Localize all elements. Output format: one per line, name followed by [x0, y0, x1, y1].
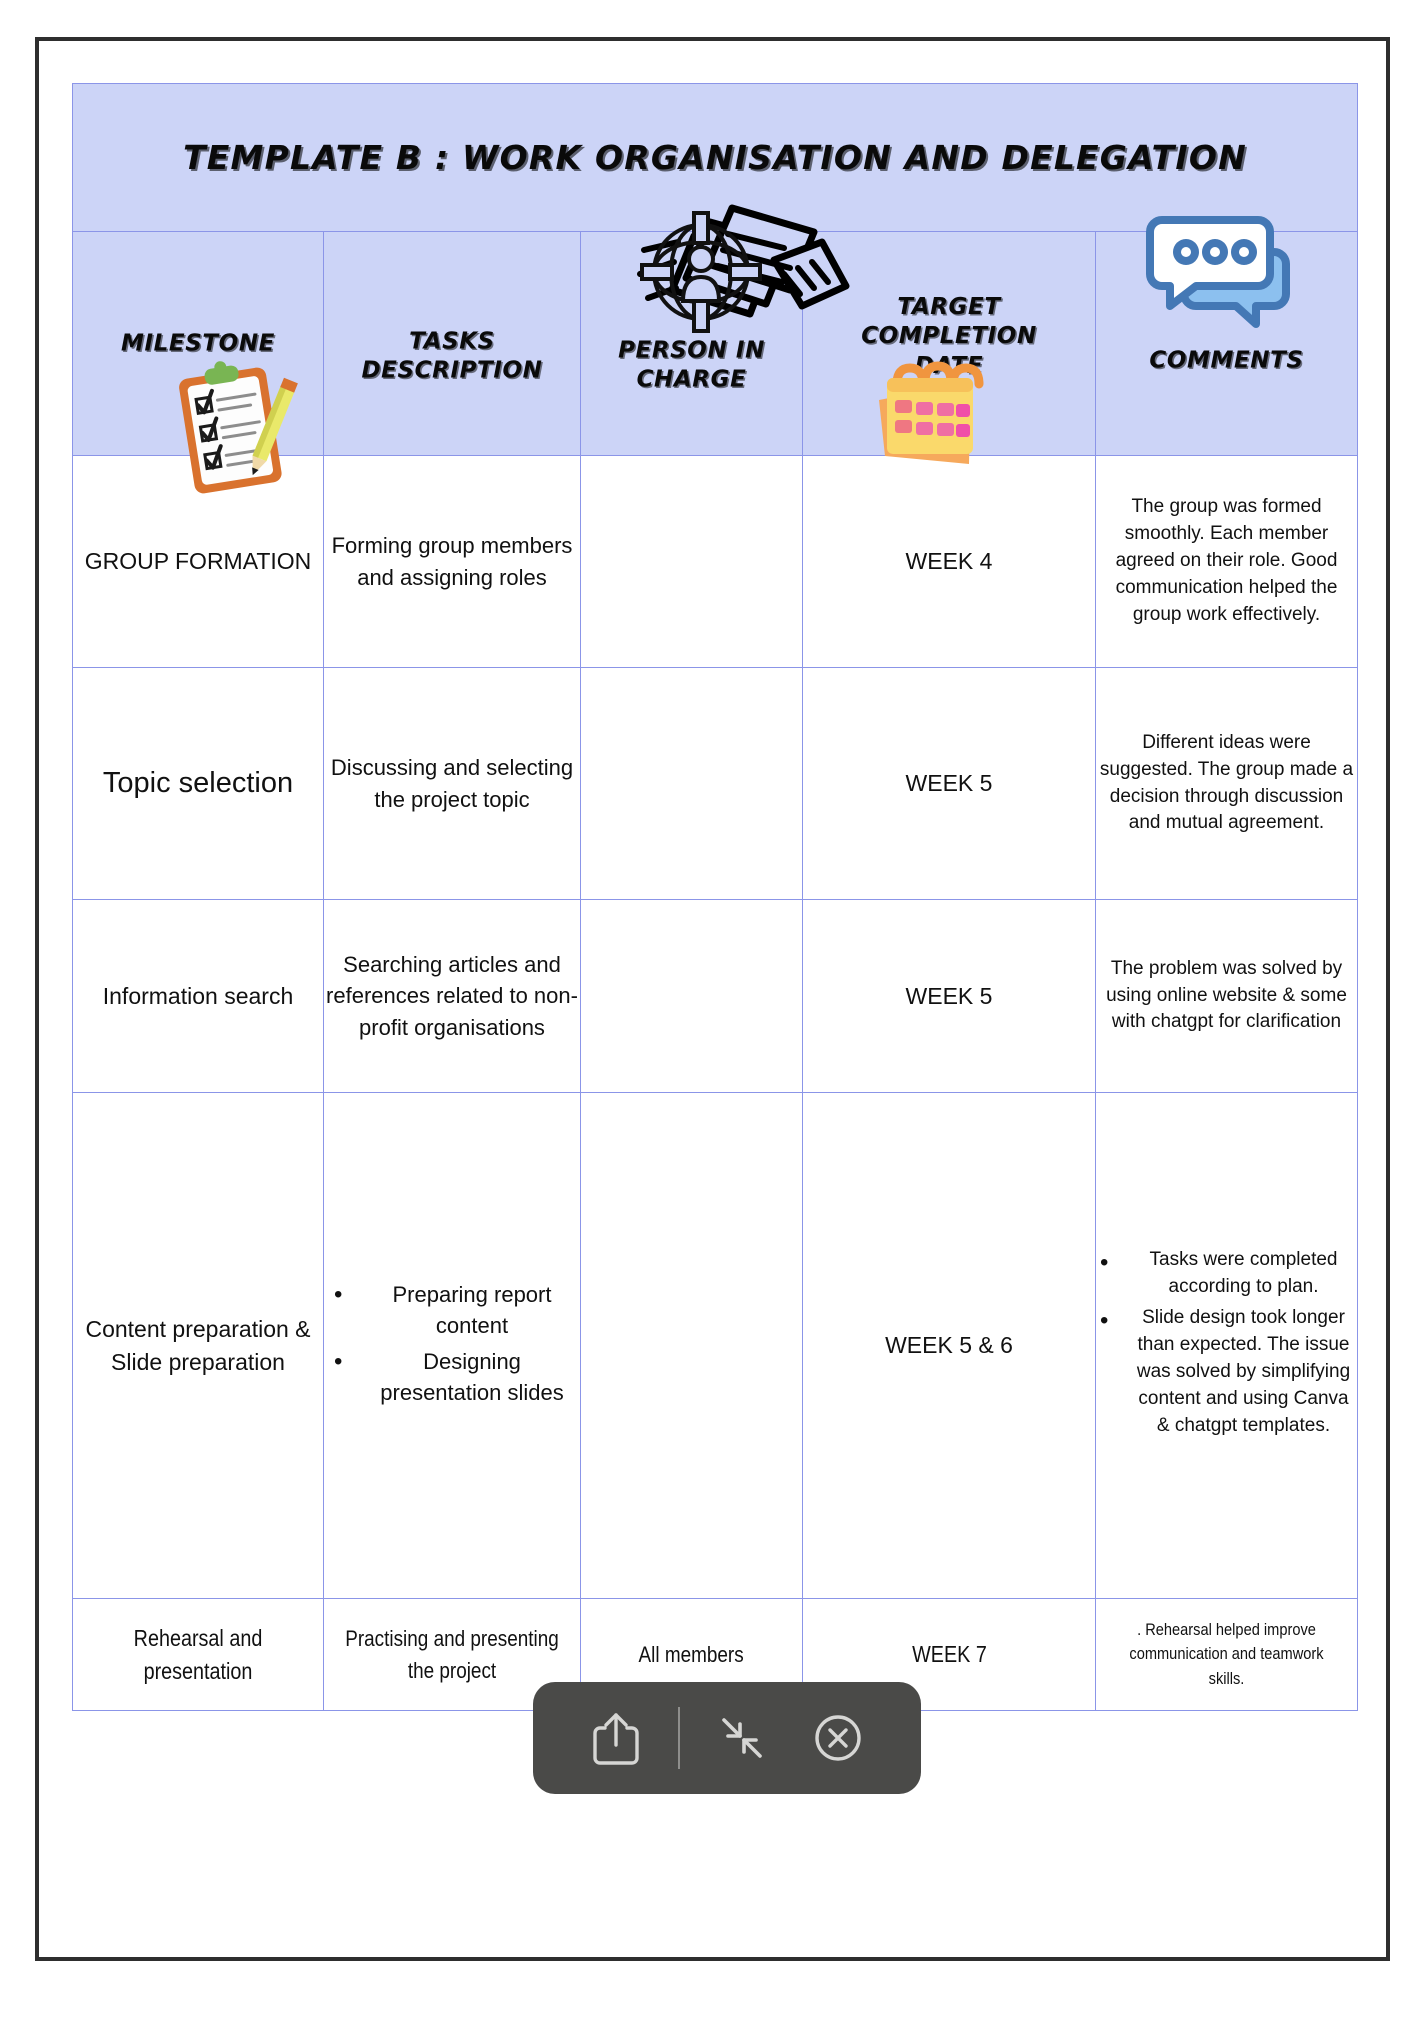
column-header-milestone-label: MILESTONE: [121, 329, 275, 356]
comments-bullet-list: Tasks were completed according to plan. …: [1096, 1247, 1357, 1440]
floating-toolbar: [533, 1682, 921, 1794]
cell-milestone: Topic selection: [72, 667, 324, 900]
cell-comments-text: . Rehearsal helped improve communication…: [1129, 1620, 1324, 1688]
cell-tasks: Searching articles and references relate…: [323, 899, 581, 1093]
cell-date: WEEK 5: [802, 899, 1096, 1093]
list-item: Tasks were completed according to plan.: [1100, 1247, 1357, 1301]
column-header-comments-label: COMMENTS: [1149, 347, 1304, 374]
cell-person: [580, 1092, 803, 1599]
cell-person: [580, 455, 803, 668]
cell-date-text: WEEK 7: [911, 1641, 987, 1668]
cell-milestone-text: Rehearsal and presentation: [133, 1624, 263, 1684]
column-header-milestone: MILESTONE: [72, 231, 324, 494]
cell-tasks: Preparing report content Designing prese…: [323, 1092, 581, 1599]
column-header-comments: COMMENTS: [1095, 216, 1358, 456]
cell-milestone: Content preparation & Slide preparation: [72, 1092, 324, 1599]
close-button[interactable]: [790, 1690, 886, 1786]
cell-tasks-text: Practising and presenting the project: [345, 1626, 559, 1683]
work-delegation-table: TEMPLATE B : WORK ORGANISATION AND DELEG…: [72, 83, 1358, 1711]
share-button[interactable]: [568, 1690, 664, 1786]
column-header-tasks: TASKS DESCRIPTION: [323, 204, 850, 456]
cell-tasks: Practising and presenting the project: [323, 1598, 581, 1711]
cell-milestone: Information search: [72, 899, 324, 1093]
cell-person: [580, 899, 803, 1093]
list-item: Designing presentation slides: [334, 1346, 580, 1408]
cell-comments: . Rehearsal helped improve communication…: [1095, 1598, 1358, 1711]
cell-person: [580, 667, 803, 900]
toolbar-divider: [678, 1707, 680, 1769]
cell-date: WEEK 5 & 6: [802, 1092, 1096, 1599]
close-circle-icon: [811, 1711, 865, 1765]
column-header-tasks-label-line2: DESCRIPTION: [361, 357, 543, 384]
list-item: Preparing report content: [334, 1279, 580, 1341]
cell-person-text: All members: [638, 1641, 745, 1667]
share-icon: [589, 1709, 643, 1767]
table-header-row: MILESTONE: [72, 204, 1358, 494]
cell-comments: Different ideas were suggested. The grou…: [1095, 667, 1358, 900]
column-header-date-label-line2: COMPLETION: [861, 323, 1037, 350]
cell-milestone: GROUP FORMATION: [72, 455, 324, 668]
table-title-row: TEMPLATE B : WORK ORGANISATION AND DELEG…: [72, 83, 1358, 232]
page-title: TEMPLATE B : WORK ORGANISATION AND DELEG…: [183, 138, 1247, 177]
column-header-date-label-line3: DATE: [914, 352, 984, 379]
cell-date: WEEK 4: [802, 455, 1096, 668]
column-header-person: PERSON IN CHARGE: [580, 211, 803, 456]
column-header-person-label-line2: CHARGE: [636, 366, 747, 393]
column-header-date-label-line1: TARGET: [897, 293, 1001, 320]
speech-bubbles-icon: [1138, 212, 1298, 337]
cell-comments: The problem was solved by using online w…: [1095, 899, 1358, 1093]
table-row: GROUP FORMATION Forming group members an…: [72, 455, 1358, 668]
list-item: Slide design took longer than expected. …: [1100, 1305, 1357, 1440]
cell-milestone: Rehearsal and presentation: [72, 1598, 324, 1711]
table-row: Topic selection Discussing and selecting…: [72, 667, 1358, 900]
cell-comments: Tasks were completed according to plan. …: [1095, 1092, 1358, 1599]
title-cell: TEMPLATE B : WORK ORGANISATION AND DELEG…: [72, 83, 1358, 232]
cell-tasks: Forming group members and assigning role…: [323, 455, 581, 668]
page-frame: TEMPLATE B : WORK ORGANISATION AND DELEG…: [35, 37, 1390, 1961]
cell-tasks: Discussing and selecting the project top…: [323, 667, 581, 900]
column-header-date: TARGET COMPLETION DATE: [802, 231, 1096, 464]
cell-date: WEEK 5: [802, 667, 1096, 900]
column-header-person-label-line1: PERSON IN: [618, 337, 765, 364]
cell-comments: The group was formed smoothly. Each memb…: [1095, 455, 1358, 668]
column-header-tasks-label-line1: TASKS: [409, 328, 495, 355]
table-row: Rehearsal and presentation Practising an…: [72, 1598, 1358, 1711]
minimise-button[interactable]: [694, 1690, 790, 1786]
tasks-bullet-list: Preparing report content Designing prese…: [324, 1279, 580, 1408]
table-row: Content preparation & Slide preparation …: [72, 1092, 1358, 1599]
collapse-icon: [715, 1711, 769, 1765]
table-row: Information search Searching articles an…: [72, 899, 1358, 1093]
